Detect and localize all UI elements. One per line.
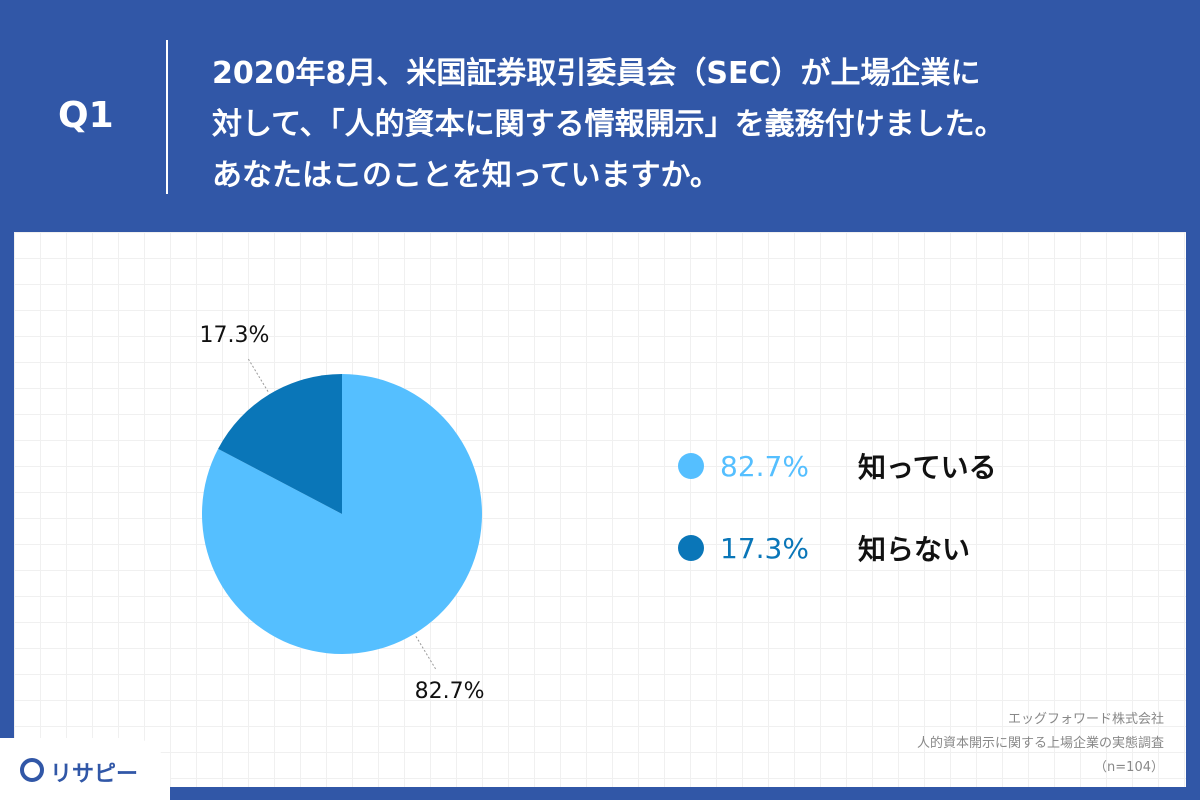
legend-value: 17.3% (720, 531, 809, 565)
question: 2020年8月、米国証券取引委員会（SEC）が上場企業に 対して、「人的資本に関す… (212, 48, 1005, 201)
logo: リサピー (0, 738, 170, 800)
legend-label: 知らない (858, 533, 971, 566)
leader-line (247, 357, 269, 392)
data-label: 17.3% (199, 323, 269, 348)
source: エッグフォワード株式会社人的資本開示に関する上場企業の実態調査 （n=104） (917, 708, 1164, 780)
question-line: 対して、「人的資本に関する情報開示」を義務付けました。 (212, 107, 1005, 142)
source-line: （n=104） (1094, 760, 1164, 775)
pie-slice (218, 374, 342, 514)
pie-slice (201, 374, 482, 655)
source-line: エッグフォワード株式会社 (1007, 712, 1164, 727)
question-label: Q1 (58, 95, 114, 136)
data-label: 82.7% (415, 679, 485, 704)
question-line: 2020年8月、米国証券取引委員会（SEC）が上場企業に (212, 56, 981, 91)
source-line: 人的資本開示に関する上場企業の実態調査 (916, 736, 1164, 751)
legend-entry: 17.3% 知らない (678, 528, 970, 568)
logo-text: リサピー (50, 762, 139, 787)
leader-line (415, 636, 437, 671)
legend-swatch (678, 535, 704, 561)
legend-value: 82.7% (720, 449, 809, 483)
divider (166, 40, 168, 194)
legend-entry: 82.7% 知っている (678, 446, 997, 486)
legend-label: 知っている (858, 451, 997, 484)
question-line: あなたはこのことを知っていますか。 (212, 158, 720, 193)
legend-swatch (678, 453, 704, 479)
logo-icon (20, 758, 44, 782)
